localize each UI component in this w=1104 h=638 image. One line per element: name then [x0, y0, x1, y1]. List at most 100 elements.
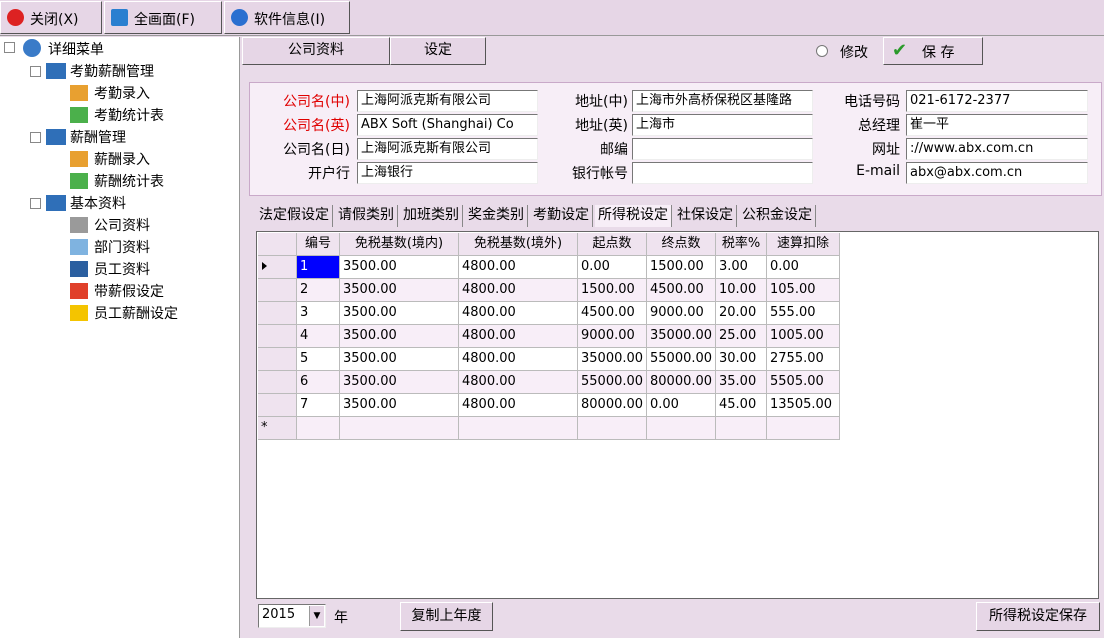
cell[interactable]: 3500.00: [340, 394, 459, 417]
tree-group[interactable]: 考勤薪酬管理: [70, 64, 154, 80]
tab[interactable]: 请假类别: [335, 205, 398, 227]
cell[interactable]: 4800.00: [459, 348, 578, 371]
cell[interactable]: 80000.00: [647, 371, 716, 394]
cell[interactable]: 20.00: [716, 302, 767, 325]
cell[interactable]: 35000.00: [578, 348, 647, 371]
tree-item[interactable]: 员工资料: [94, 262, 150, 278]
cell[interactable]: 1: [297, 256, 340, 279]
toolbar-button[interactable]: 关闭(X): [0, 1, 102, 34]
cell[interactable]: 30.00: [716, 348, 767, 371]
tab[interactable]: 法定假设定: [256, 205, 333, 227]
field-input[interactable]: abx@abx.com.cn: [906, 162, 1088, 184]
cell[interactable]: 7: [297, 394, 340, 417]
cell[interactable]: 3500.00: [340, 371, 459, 394]
cell[interactable]: 555.00: [767, 302, 840, 325]
tab[interactable]: 公积金设定: [739, 205, 816, 227]
cell[interactable]: 4500.00: [647, 279, 716, 302]
cell[interactable]: [340, 417, 459, 440]
cell[interactable]: 2: [297, 279, 340, 302]
cell[interactable]: 6: [297, 371, 340, 394]
cell[interactable]: 13505.00: [767, 394, 840, 417]
tab[interactable]: 考勤设定: [530, 205, 593, 227]
cell[interactable]: 3500.00: [340, 256, 459, 279]
cell[interactable]: [297, 417, 340, 440]
field-input[interactable]: ://www.abx.com.cn: [906, 138, 1088, 160]
cell[interactable]: 4800.00: [459, 394, 578, 417]
save-button[interactable]: ✔ 保 存: [883, 37, 983, 65]
value: 2015: [262, 607, 296, 622]
cell[interactable]: 0.00: [578, 256, 647, 279]
tree-item[interactable]: 考勤录入: [94, 86, 150, 102]
cell[interactable]: 10.00: [716, 279, 767, 302]
cell[interactable]: 4500.00: [578, 302, 647, 325]
cell[interactable]: [459, 417, 578, 440]
field-input[interactable]: 上海市: [632, 114, 813, 136]
tree-item[interactable]: 带薪假设定: [94, 284, 164, 300]
radio-label[interactable]: 修改: [840, 45, 868, 61]
cell[interactable]: 0.00: [767, 256, 840, 279]
cell[interactable]: 80000.00: [578, 394, 647, 417]
cell[interactable]: 3500.00: [340, 279, 459, 302]
field-input[interactable]: ABX Soft (Shanghai) Co: [357, 114, 538, 136]
top-tab[interactable]: 公司资料: [242, 37, 390, 65]
field-input[interactable]: 上海银行: [357, 162, 538, 184]
cell[interactable]: [767, 417, 840, 440]
cell[interactable]: 4800.00: [459, 279, 578, 302]
cell[interactable]: 35.00: [716, 371, 767, 394]
cell[interactable]: 4: [297, 325, 340, 348]
tab[interactable]: 社保设定: [674, 205, 737, 227]
field-input[interactable]: 上海市外高桥保税区基隆路: [632, 90, 813, 112]
cell[interactable]: 0.00: [647, 394, 716, 417]
cell[interactable]: 5505.00: [767, 371, 840, 394]
field-input[interactable]: [632, 162, 813, 184]
save-tax-button[interactable]: 所得税设定保存: [976, 602, 1100, 631]
toolbar-button[interactable]: 软件信息(I): [224, 1, 350, 34]
cell[interactable]: [647, 417, 716, 440]
cell[interactable]: 3500.00: [340, 302, 459, 325]
tab[interactable]: 奖金类别: [465, 205, 528, 227]
cell[interactable]: 2755.00: [767, 348, 840, 371]
tree-item[interactable]: 部门资料: [94, 240, 150, 256]
cell[interactable]: 1500.00: [647, 256, 716, 279]
cell[interactable]: 5: [297, 348, 340, 371]
cell[interactable]: 25.00: [716, 325, 767, 348]
tree-group[interactable]: 薪酬管理: [70, 130, 126, 146]
tab[interactable]: 所得税设定: [595, 205, 672, 227]
cell[interactable]: 9000.00: [647, 302, 716, 325]
field-input[interactable]: 021-6172-2377: [906, 90, 1088, 112]
toolbar-button[interactable]: 全画面(F): [104, 1, 222, 34]
year-select[interactable]: 2015 ▼: [258, 604, 326, 628]
cell[interactable]: 3.00: [716, 256, 767, 279]
cell[interactable]: 55000.00: [647, 348, 716, 371]
tree-item[interactable]: 薪酬统计表: [94, 174, 164, 190]
tree-item[interactable]: 公司资料: [94, 218, 150, 234]
field-input[interactable]: 上海阿派克斯有限公司: [357, 138, 538, 160]
cell[interactable]: 9000.00: [578, 325, 647, 348]
cell[interactable]: 4800.00: [459, 371, 578, 394]
cell[interactable]: 3500.00: [340, 348, 459, 371]
field-input[interactable]: 崔一平: [906, 114, 1088, 136]
tree-item[interactable]: 薪酬录入: [94, 152, 150, 168]
cell[interactable]: 35000.00: [647, 325, 716, 348]
cell[interactable]: 1005.00: [767, 325, 840, 348]
cell[interactable]: 45.00: [716, 394, 767, 417]
tab[interactable]: 加班类别: [400, 205, 463, 227]
tree-group[interactable]: 基本资料: [70, 196, 126, 212]
tree-item[interactable]: 员工薪酬设定: [94, 306, 178, 322]
radio[interactable]: [816, 45, 828, 57]
cell[interactable]: 3: [297, 302, 340, 325]
cell[interactable]: [578, 417, 647, 440]
cell[interactable]: 4800.00: [459, 256, 578, 279]
cell[interactable]: 105.00: [767, 279, 840, 302]
cell[interactable]: 4800.00: [459, 302, 578, 325]
copy-button[interactable]: 复制上年度: [400, 602, 493, 631]
cell[interactable]: [716, 417, 767, 440]
cell[interactable]: 3500.00: [340, 325, 459, 348]
cell[interactable]: 4800.00: [459, 325, 578, 348]
tree-item[interactable]: 考勤统计表: [94, 108, 164, 124]
cell[interactable]: 1500.00: [578, 279, 647, 302]
field-input[interactable]: 上海阿派克斯有限公司: [357, 90, 538, 112]
cell[interactable]: 55000.00: [578, 371, 647, 394]
field-input[interactable]: [632, 138, 813, 160]
top-tab[interactable]: 设定: [390, 37, 486, 65]
